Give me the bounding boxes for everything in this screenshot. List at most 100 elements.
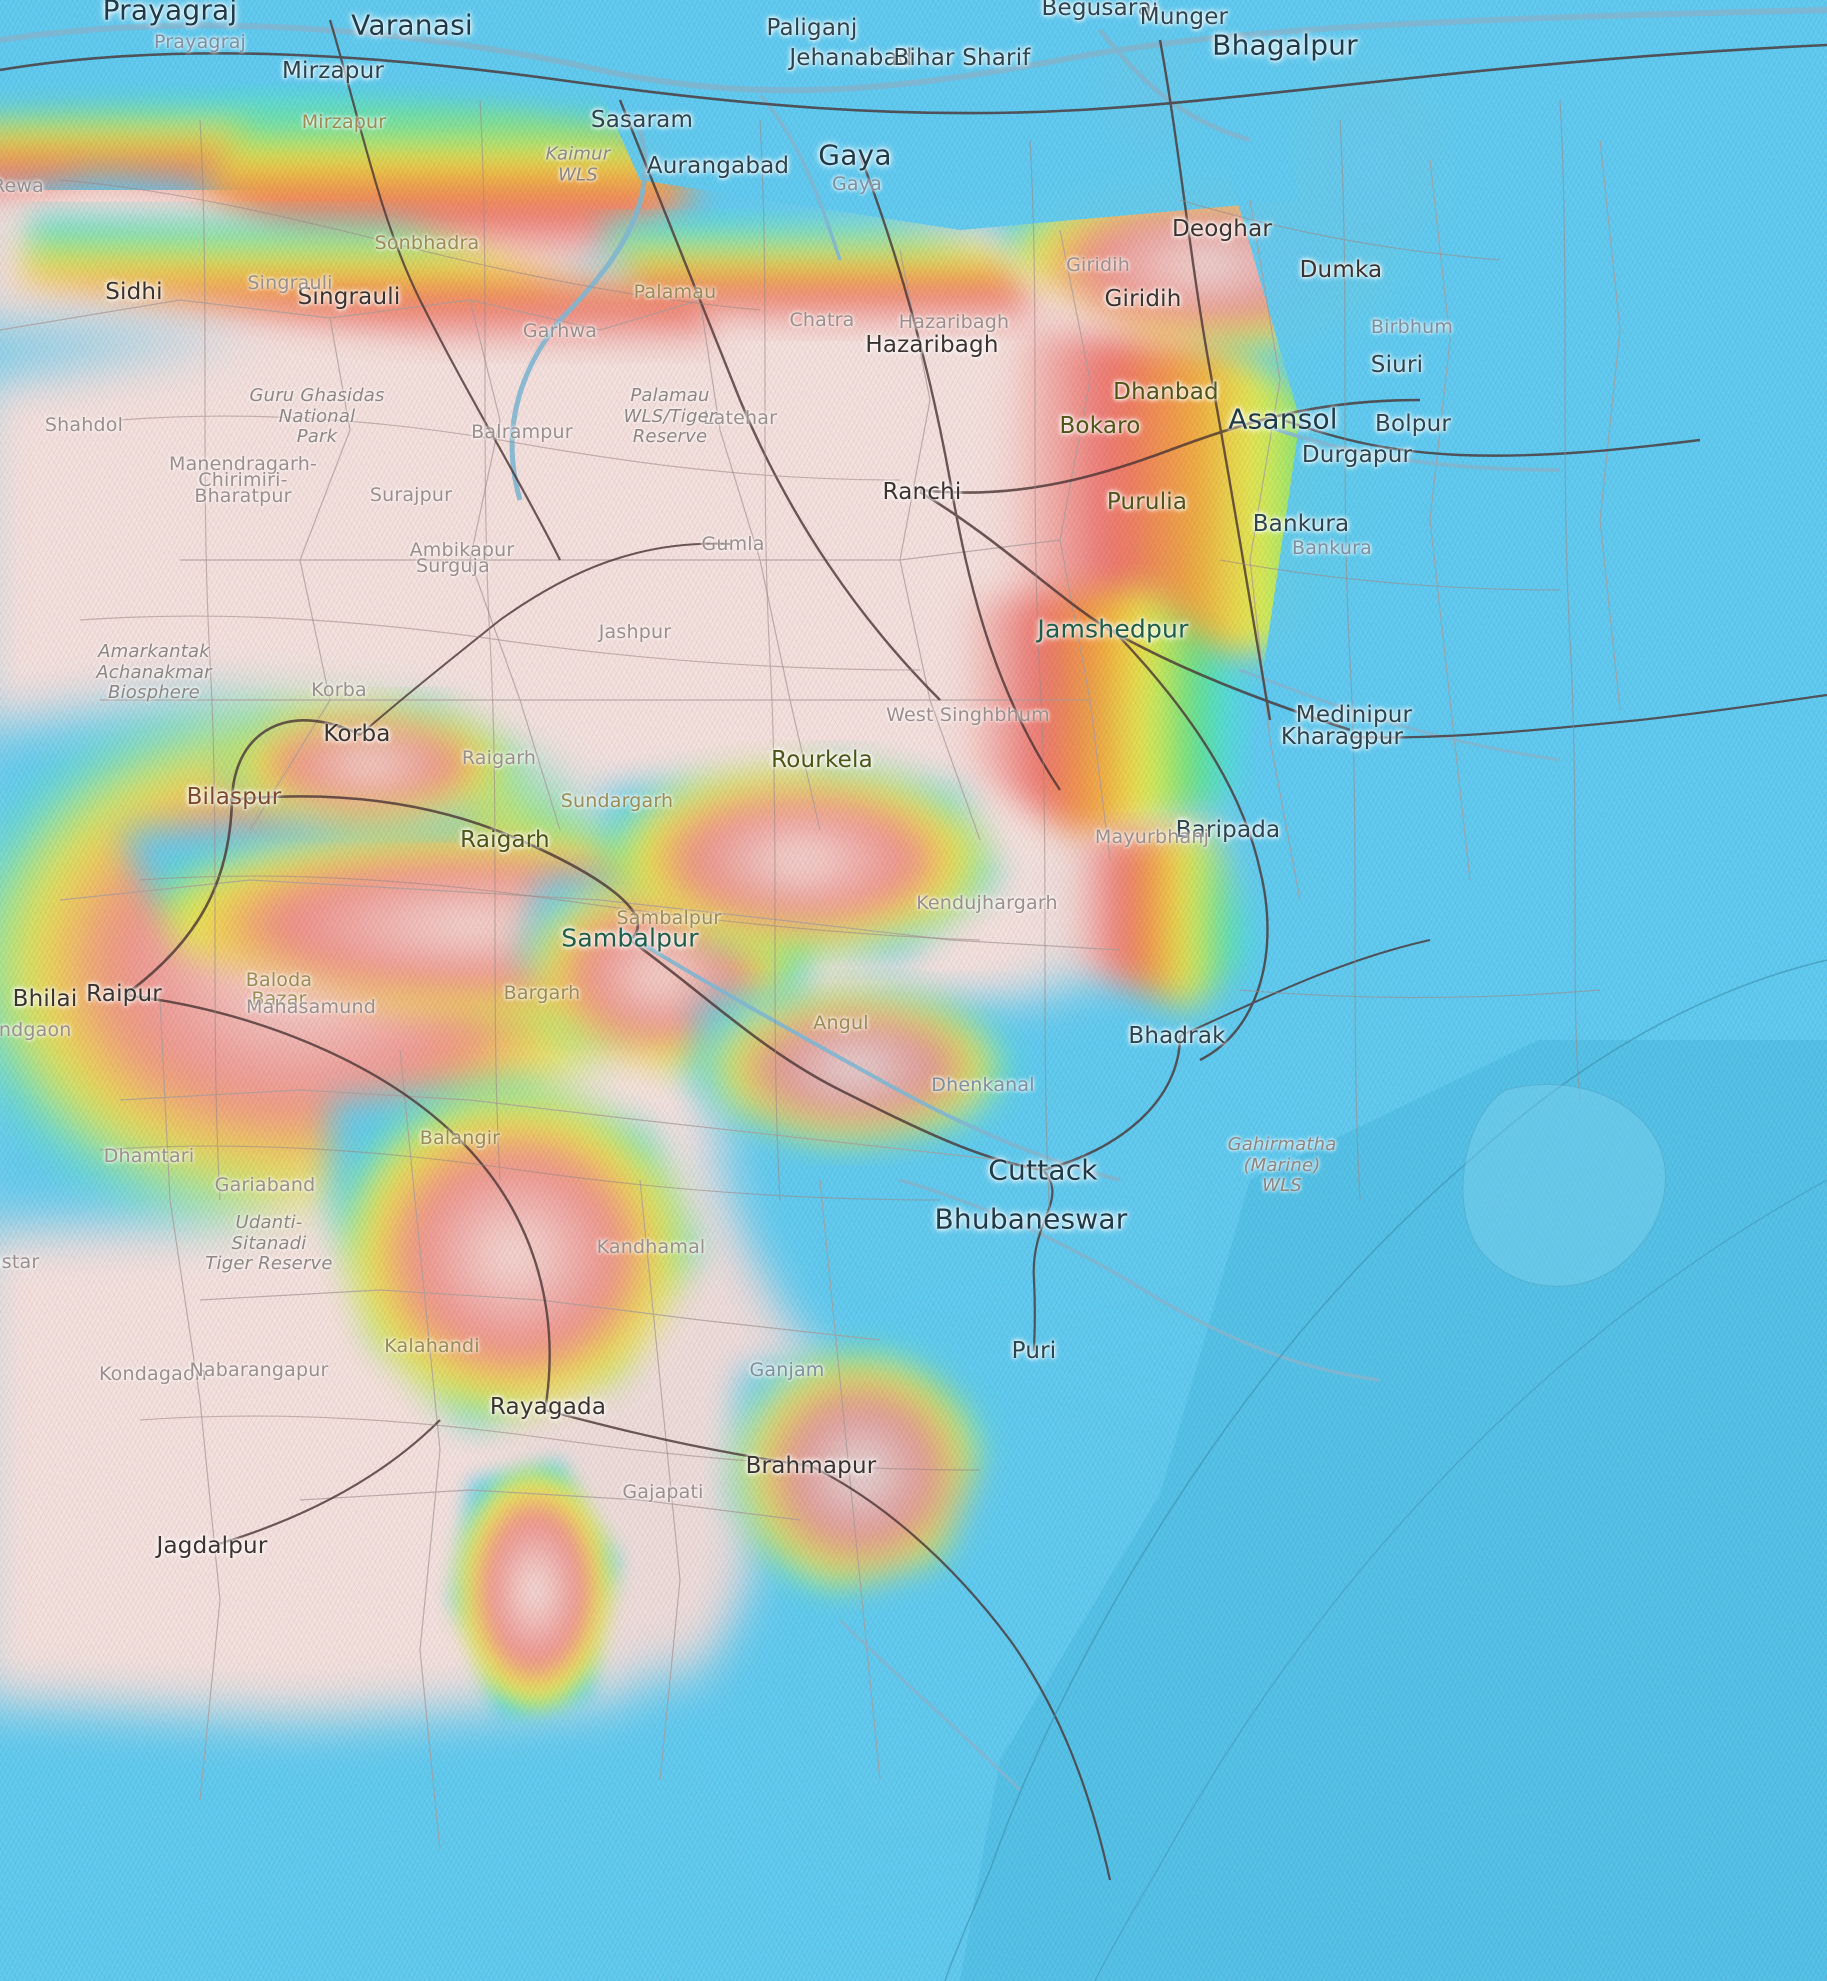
city-label-durgapur[interactable]: Durgapur xyxy=(1301,442,1413,468)
city-label-korba[interactable]: Korba xyxy=(323,721,391,747)
city-label-paliganj[interactable]: Paliganj xyxy=(766,15,858,41)
district-label-gariaband: Gariaband xyxy=(214,1174,316,1196)
district-label-hazaribagh: Hazaribagh xyxy=(898,311,1010,333)
district-label-nabarangapur: Nabarangapur xyxy=(189,1359,329,1381)
district-label-chirimiri-: Chirimiri- xyxy=(198,469,288,491)
city-label-raigarh[interactable]: Raigarh xyxy=(460,827,550,853)
protected-area-label-udanti-: Udanti- Sitanadi Tiger Reserve xyxy=(205,1211,333,1275)
district-label-raigarh: Raigarh xyxy=(461,747,537,769)
district-label-mayurbhanj: Mayurbhanj xyxy=(1094,826,1210,848)
district-label-baloda: Baloda xyxy=(245,969,313,991)
city-label-bihar-sharif[interactable]: Bihar Sharif xyxy=(893,45,1031,71)
city-label-prayagraj[interactable]: Prayagraj xyxy=(102,0,238,27)
city-label-sasaram[interactable]: Sasaram xyxy=(590,107,694,133)
city-label-sambalpur[interactable]: Sambalpur xyxy=(561,923,699,953)
city-label-hazaribagh[interactable]: Hazaribagh xyxy=(865,332,999,358)
district-label-garhwa: Garhwa xyxy=(522,320,598,342)
city-label-siuri[interactable]: Siuri xyxy=(1370,352,1424,378)
city-label-bolpur[interactable]: Bolpur xyxy=(1374,411,1452,437)
city-label-bhagalpur[interactable]: Bhagalpur xyxy=(1212,28,1358,62)
district-label-sundargarh: Sundargarh xyxy=(560,790,674,812)
district-label-mirzapur: Mirzapur xyxy=(301,111,387,133)
city-label-bilaspur[interactable]: Bilaspur xyxy=(186,784,282,810)
district-label-bankura: Bankura xyxy=(1291,537,1373,559)
district-label-mahasamund: Mahasamund xyxy=(246,996,376,1018)
city-label-bhubaneswar[interactable]: Bhubaneswar xyxy=(934,1202,1128,1236)
city-label-bhadrak[interactable]: Bhadrak xyxy=(1128,1023,1226,1049)
primary-roads xyxy=(0,19,1827,1881)
district-label-kandhamal: Kandhamal xyxy=(596,1236,706,1258)
city-label-varanasi[interactable]: Varanasi xyxy=(351,8,473,42)
district-label-bazar: Bazar xyxy=(251,988,307,1010)
protected-area-label-amarkantak: Amarkantak Achanakmar Biosphere xyxy=(96,640,212,704)
district-label-dhenkanal: Dhenkanal xyxy=(931,1074,1035,1096)
city-label-gaya[interactable]: Gaya xyxy=(818,138,892,172)
district-label-surguja: Surguja xyxy=(415,555,491,577)
city-label-medinipur[interactable]: Medinipur xyxy=(1295,702,1413,728)
city-label-bankura[interactable]: Bankura xyxy=(1252,511,1350,537)
city-label-baripada[interactable]: Baripada xyxy=(1175,817,1281,843)
district-label-ganjam: Ganjam xyxy=(749,1359,825,1381)
city-label-dhanbad[interactable]: Dhanbad xyxy=(1113,379,1219,405)
city-label-begusarai[interactable]: Begusarai xyxy=(1041,0,1159,21)
city-label-munger[interactable]: Munger xyxy=(1139,4,1229,30)
city-label-aurangabad[interactable]: Aurangabad xyxy=(646,153,790,179)
city-label-giridih[interactable]: Giridih xyxy=(1104,286,1182,312)
district-boundaries xyxy=(0,139,1621,1851)
city-label-deoghar[interactable]: Deoghar xyxy=(1171,216,1273,242)
city-label-kharagpur[interactable]: Kharagpur xyxy=(1280,724,1404,750)
city-label-puri[interactable]: Puri xyxy=(1011,1338,1057,1364)
district-label-surajpur: Surajpur xyxy=(369,484,453,506)
district-label-ambikapur: Ambikapur xyxy=(409,539,515,561)
district-label-balrampur: Balrampur xyxy=(471,421,573,443)
city-label-mirzapur[interactable]: Mirzapur xyxy=(281,58,385,84)
district-label-bastar: Bastar xyxy=(0,1251,40,1273)
district-label-chatra: Chatra xyxy=(789,309,855,331)
district-label-latehar: Latehar xyxy=(702,407,778,429)
city-label-jamshedpur[interactable]: Jamshedpur xyxy=(1037,614,1189,644)
city-label-sidhi[interactable]: Sidhi xyxy=(105,279,163,305)
district-label-gajapati: Gajapati xyxy=(622,1481,704,1503)
city-label-purulia[interactable]: Purulia xyxy=(1106,489,1188,515)
district-label-shahdol: Shahdol xyxy=(44,414,124,436)
protected-area-label-guru-ghasidas: Guru Ghasidas National Park xyxy=(249,384,385,448)
coastline xyxy=(944,959,1827,1981)
city-label-dumka[interactable]: Dumka xyxy=(1299,257,1383,283)
city-label-jagdalpur[interactable]: Jagdalpur xyxy=(156,1533,268,1559)
district-label-gaya: Gaya xyxy=(831,173,883,195)
city-label-bokaro[interactable]: Bokaro xyxy=(1059,413,1141,439)
protected-area-label-gahirmatha: Gahirmatha (Marine) WLS xyxy=(1227,1133,1337,1197)
district-label-balangir: Balangir xyxy=(419,1127,501,1149)
district-label-west-singhbhum: West Singhbhum xyxy=(886,704,1050,726)
city-label-jehanabad[interactable]: Jehanabad xyxy=(789,45,913,71)
secondary-roads xyxy=(59,99,1601,1471)
district-label-singrauli: Singrauli xyxy=(247,272,333,294)
district-label-rajnandgaon: Rajnandgaon xyxy=(0,1019,72,1041)
city-label-bhilai[interactable]: Bhilai xyxy=(12,986,78,1012)
district-label-giridih: Giridih xyxy=(1066,254,1130,276)
district-label-korba: Korba xyxy=(311,679,367,701)
city-label-raipur[interactable]: Raipur xyxy=(86,981,162,1007)
district-label-sonbhadra: Sonbhadra xyxy=(374,232,480,254)
city-label-rayagada[interactable]: Rayagada xyxy=(489,1394,607,1420)
district-label-prayagraj: Prayagraj xyxy=(153,31,247,53)
district-label-bharatpur: Bharatpur xyxy=(194,485,292,507)
protected-area-label-palamau: Palamau WLS/Tiger Reserve xyxy=(623,384,717,448)
district-label-kondagaon: Kondagaon xyxy=(98,1363,208,1385)
district-label-manendragarh-: Manendragarh- xyxy=(168,453,318,475)
city-label-rourkela[interactable]: Rourkela xyxy=(771,747,873,773)
district-label-rewa: Rewa xyxy=(0,175,45,197)
city-label-ranchi[interactable]: Ranchi xyxy=(882,479,962,505)
city-label-cuttack[interactable]: Cuttack xyxy=(988,1153,1098,1187)
city-label-brahmapur[interactable]: Brahmapur xyxy=(745,1453,877,1479)
district-label-palamau: Palamau xyxy=(633,281,717,303)
city-label-asansol[interactable]: Asansol xyxy=(1228,402,1338,436)
city-label-singrauli[interactable]: Singrauli xyxy=(297,284,401,310)
district-label-dhamtari: Dhamtari xyxy=(103,1145,195,1167)
protected-area-label-kaimur: Kaimur WLS xyxy=(545,143,611,185)
district-label-bargarh: Bargarh xyxy=(503,982,581,1004)
